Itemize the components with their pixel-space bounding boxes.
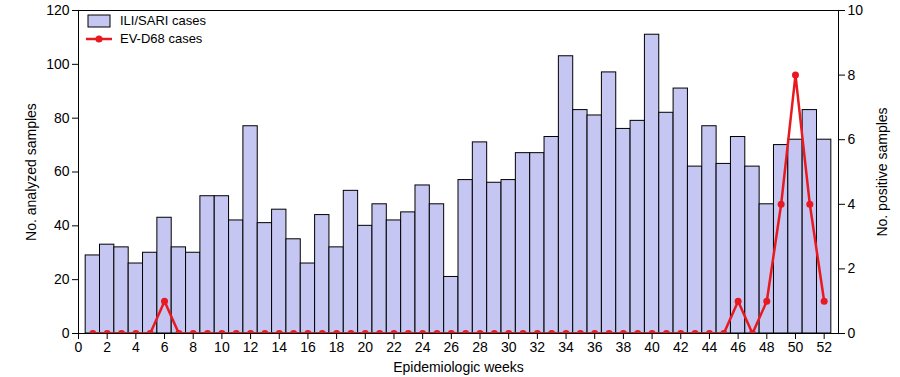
html-text:EV-D68 cases: EV-D68 cases bbox=[120, 31, 203, 46]
svg-text:22: 22 bbox=[386, 339, 402, 355]
svg-text:8: 8 bbox=[189, 339, 197, 355]
svg-text:30: 30 bbox=[501, 339, 517, 355]
svg-text:16: 16 bbox=[300, 339, 316, 355]
svg-text:26: 26 bbox=[444, 339, 460, 355]
svg-text:32: 32 bbox=[530, 339, 546, 355]
svg-text:28: 28 bbox=[472, 339, 488, 355]
svg-text:2: 2 bbox=[103, 339, 111, 355]
svg-text:12: 12 bbox=[243, 339, 259, 355]
svg-text:44: 44 bbox=[702, 339, 718, 355]
svg-text:20: 20 bbox=[54, 271, 70, 287]
svg-text:36: 36 bbox=[587, 339, 603, 355]
svg-text:6: 6 bbox=[161, 339, 169, 355]
svg-text:50: 50 bbox=[788, 339, 804, 355]
svg-text:0: 0 bbox=[848, 325, 856, 341]
svg-text:10: 10 bbox=[848, 2, 864, 18]
svg-text:14: 14 bbox=[271, 339, 287, 355]
svg-text:80: 80 bbox=[54, 110, 70, 126]
svg-text:60: 60 bbox=[54, 163, 70, 179]
svg-text:46: 46 bbox=[730, 339, 746, 355]
svg-text:52: 52 bbox=[816, 339, 832, 355]
svg-text:4: 4 bbox=[848, 196, 856, 212]
svg-text:48: 48 bbox=[759, 339, 775, 355]
svg-text:No. positive samples: No. positive samples bbox=[874, 107, 890, 236]
svg-text:38: 38 bbox=[616, 339, 632, 355]
svg-text:10: 10 bbox=[214, 339, 230, 355]
svg-text:24: 24 bbox=[415, 339, 431, 355]
svg-text:42: 42 bbox=[673, 339, 689, 355]
svg-text:8: 8 bbox=[848, 67, 856, 83]
svg-text:No. analyzed samples: No. analyzed samples bbox=[23, 103, 39, 241]
svg-text:120: 120 bbox=[46, 2, 70, 18]
svg-text:0: 0 bbox=[62, 325, 70, 341]
svg-text:40: 40 bbox=[644, 339, 660, 355]
svg-text:4: 4 bbox=[132, 339, 140, 355]
html-text:ILI/SARI cases: ILI/SARI cases bbox=[120, 13, 206, 28]
svg-text:20: 20 bbox=[358, 339, 374, 355]
svg-text:40: 40 bbox=[54, 217, 70, 233]
svg-text:6: 6 bbox=[848, 131, 856, 147]
svg-text:0: 0 bbox=[75, 339, 83, 355]
svg-text:2: 2 bbox=[848, 260, 856, 276]
svg-text:100: 100 bbox=[46, 56, 70, 72]
svg-text:18: 18 bbox=[329, 339, 345, 355]
svg-text:34: 34 bbox=[558, 339, 574, 355]
svg-text:Epidemiologic weeks: Epidemiologic weeks bbox=[393, 359, 524, 375]
